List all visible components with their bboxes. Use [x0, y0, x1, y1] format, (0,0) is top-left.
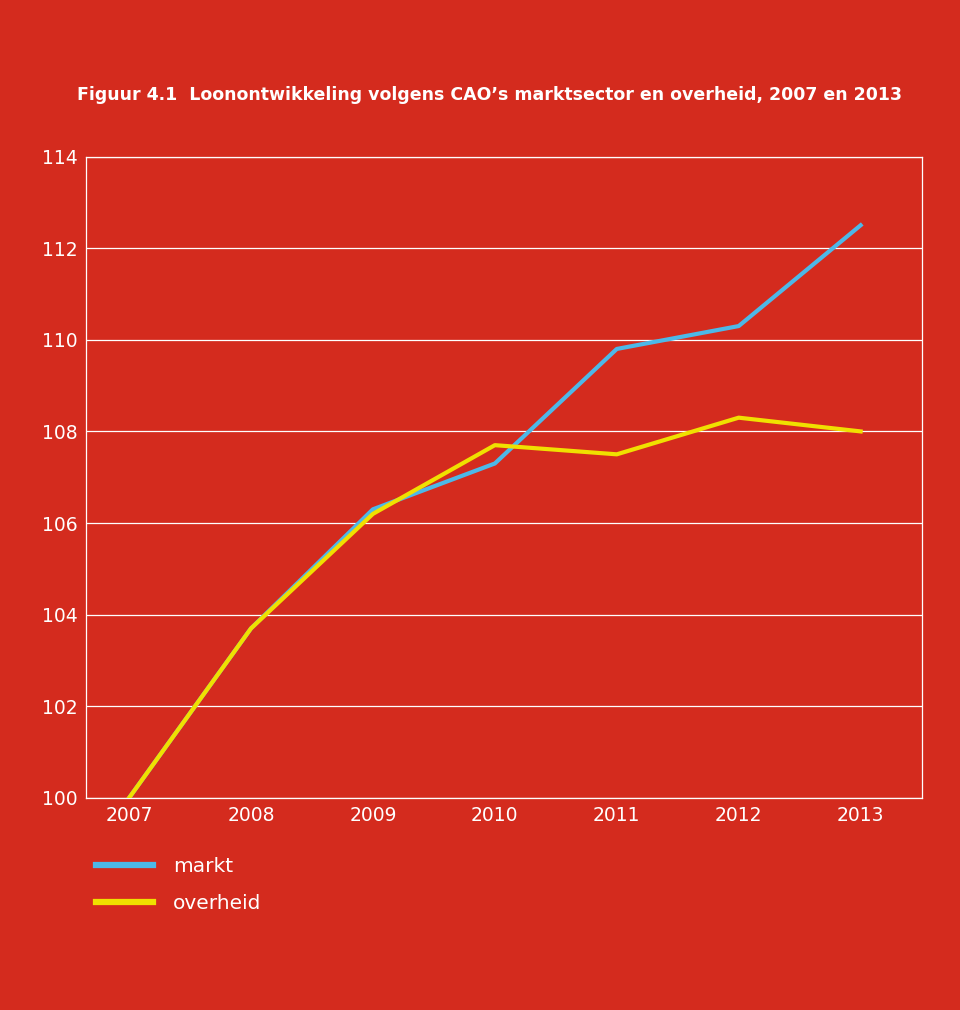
Text: Figuur 4.1  Loonontwikkeling volgens CAO’s marktsector en overheid, 2007 en 2013: Figuur 4.1 Loonontwikkeling volgens CAO’… [77, 86, 901, 104]
Legend: markt, overheid: markt, overheid [96, 856, 261, 913]
